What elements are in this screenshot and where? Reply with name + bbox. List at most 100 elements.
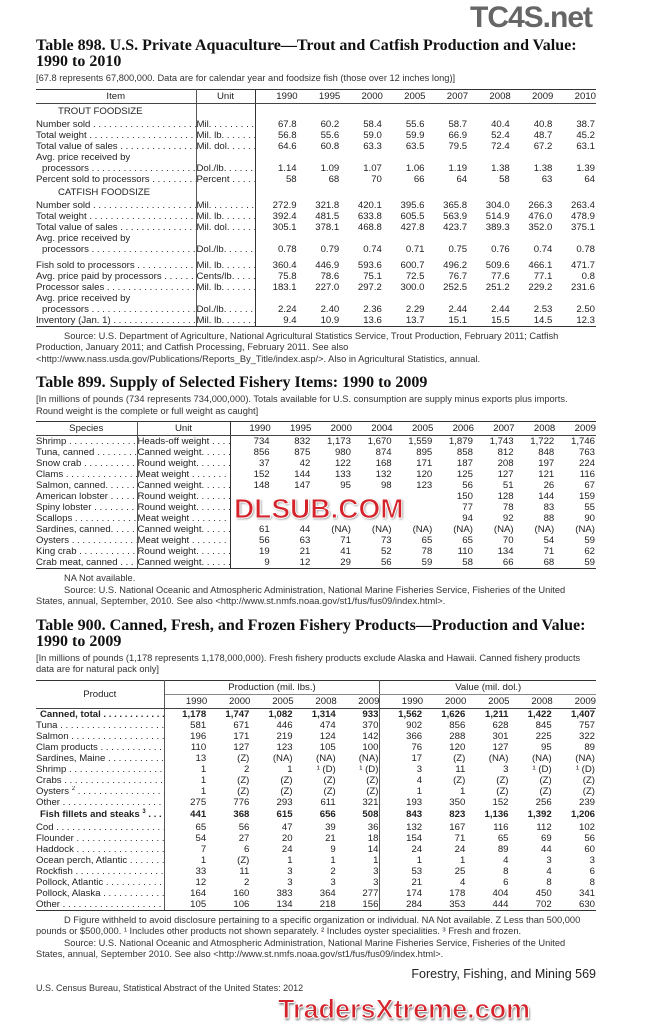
row-label: Clam products [36,741,165,753]
watermark-logo-bottom: TradersXtreme.com [278,993,531,1024]
table-row: Rockfish33113235325846 [36,865,596,877]
cell-value: 71 [454,832,466,844]
cell-value: 178 [449,887,466,899]
column-header-year: 1990 [164,694,208,709]
cell-value: 239 [578,796,595,808]
cell-value: 75.1 [363,270,382,282]
cell-value: 284 [379,898,424,911]
table-898-title: Table 898. U.S. Private Aquaculture—Trou… [36,37,577,70]
cell-value: 56 [351,557,393,569]
cell-value: 147 [294,480,311,491]
table-row: ClamsMeat weight 152 144 133 132 120 125 127 121… [36,469,596,480]
table-row-label-line: Avg. price received by [36,292,596,304]
page-footer-publication: U.S. Census Bureau, Statistical Abstract… [36,982,304,993]
table-row: Total weightMil. lb. 392.4 481.5 633.8 605.5… [36,210,596,222]
row-label: Percent sold to processors [36,173,197,185]
cell-value: 20 [281,832,293,844]
cell-value: (NA) [488,752,509,764]
row-unit: Round weight. [137,502,231,513]
cell-value: (Z) [539,774,552,786]
row-label: Number sold [36,199,197,211]
cell-value: 875 [294,447,311,458]
cell-value: 110 [190,741,207,753]
cell-value: 67.8 [277,118,297,130]
cell-value: 92 [502,513,514,524]
section-label [36,254,197,260]
cell-value: 116 [493,821,509,833]
cell-value: 52.4 [491,129,510,141]
cell-value: 2.53 [533,303,553,315]
cell-value: 12.3 [553,314,596,327]
row-unit: Canned weight. [137,480,231,491]
cell-value: 171 [416,458,433,469]
cell-value: 1,722 [530,436,555,447]
column-header: 2008 [468,88,511,104]
column-header-product: Product [36,679,165,709]
cell-value: 856 [253,447,270,458]
column-header-year: 2000 [207,694,251,709]
cell-value: 142 [336,730,381,742]
cell-value [393,502,434,513]
cell-value: 933 [336,708,381,720]
cell-value: 812 [497,447,514,458]
cell-value: 1.39 [576,162,595,174]
cell-value: 65 [497,832,509,844]
row-label: Tuna [36,719,165,731]
row-label-text: Ocean perch, Atlantic [36,854,128,866]
cell-value: 0.71 [405,243,425,255]
cell-value: 77.1 [533,270,553,282]
cell-value: 58.7 [448,118,468,130]
cell-value: 4 [459,876,466,888]
cell-value: 353 [423,898,467,911]
cell-value: 29 [311,557,352,569]
cell-value: 229.2 [528,281,553,293]
cell-value: 0.78 [576,243,595,255]
section-unit-spacer [196,184,256,200]
table-row: King crabRound weight. 19 21 41 52 78 110 134 71… [36,546,596,557]
cell-value [352,502,393,513]
cell-value: 72.5 [405,270,425,282]
cell-value: 605.5 [400,210,425,222]
row-label-line1: Avg. price received by [36,151,197,163]
cell-value: 39 [325,821,336,833]
cell-value: 21 [411,876,423,888]
cell-value: 66 [473,557,515,569]
cell-value: 56.8 [277,129,297,141]
cell-value: 2.50 [576,303,595,315]
row-label: Scallops [36,513,138,524]
cell-value: 375.1 [570,221,595,233]
cell-value: 1.06 [405,162,425,174]
cell-value: 420.1 [357,199,382,211]
column-header-year: 2009 [336,694,381,709]
cell-value: 60 [584,843,595,855]
cell-value: (NA) [371,524,392,535]
cell-value: (Z) [336,785,381,797]
column-header: 2006 [433,421,474,436]
row-label-text: Rockfish [36,865,73,877]
cell-value: 40.4 [491,118,510,130]
row-unit-empty [196,232,256,244]
row-label: Haddock [36,843,165,855]
column-header-year: 2008 [293,694,337,709]
cell-value: 1,173 [326,436,351,447]
cell-value: 53 [411,865,423,877]
cell-value: 251.2 [485,281,510,293]
cell-value: 3 [336,876,381,888]
cell-value: 256 [535,796,552,808]
cell-value: 3 [503,763,509,775]
column-header: 2004 [351,421,393,436]
cell-value: 1,082 [268,708,293,720]
cell-value: 2.36 [363,303,382,315]
cell-value: 68 [328,173,340,185]
cell-value: 848 [538,447,555,458]
cell-value: 350 [449,796,466,808]
row-label-text: Haddock [36,843,74,855]
cell-value: 8 [503,865,509,877]
cell-value: 70 [371,173,382,185]
table-900-footnotes: D Figure withheld to avoid disclosure pe… [36,914,581,937]
cell-value: ¹ (D) [532,763,552,775]
cell-value: 365.8 [443,199,468,211]
cell-value: (Z) [453,752,466,764]
cell-value: 13.7 [382,314,426,327]
row-label: Ocean perch, Atlantic [36,854,165,866]
